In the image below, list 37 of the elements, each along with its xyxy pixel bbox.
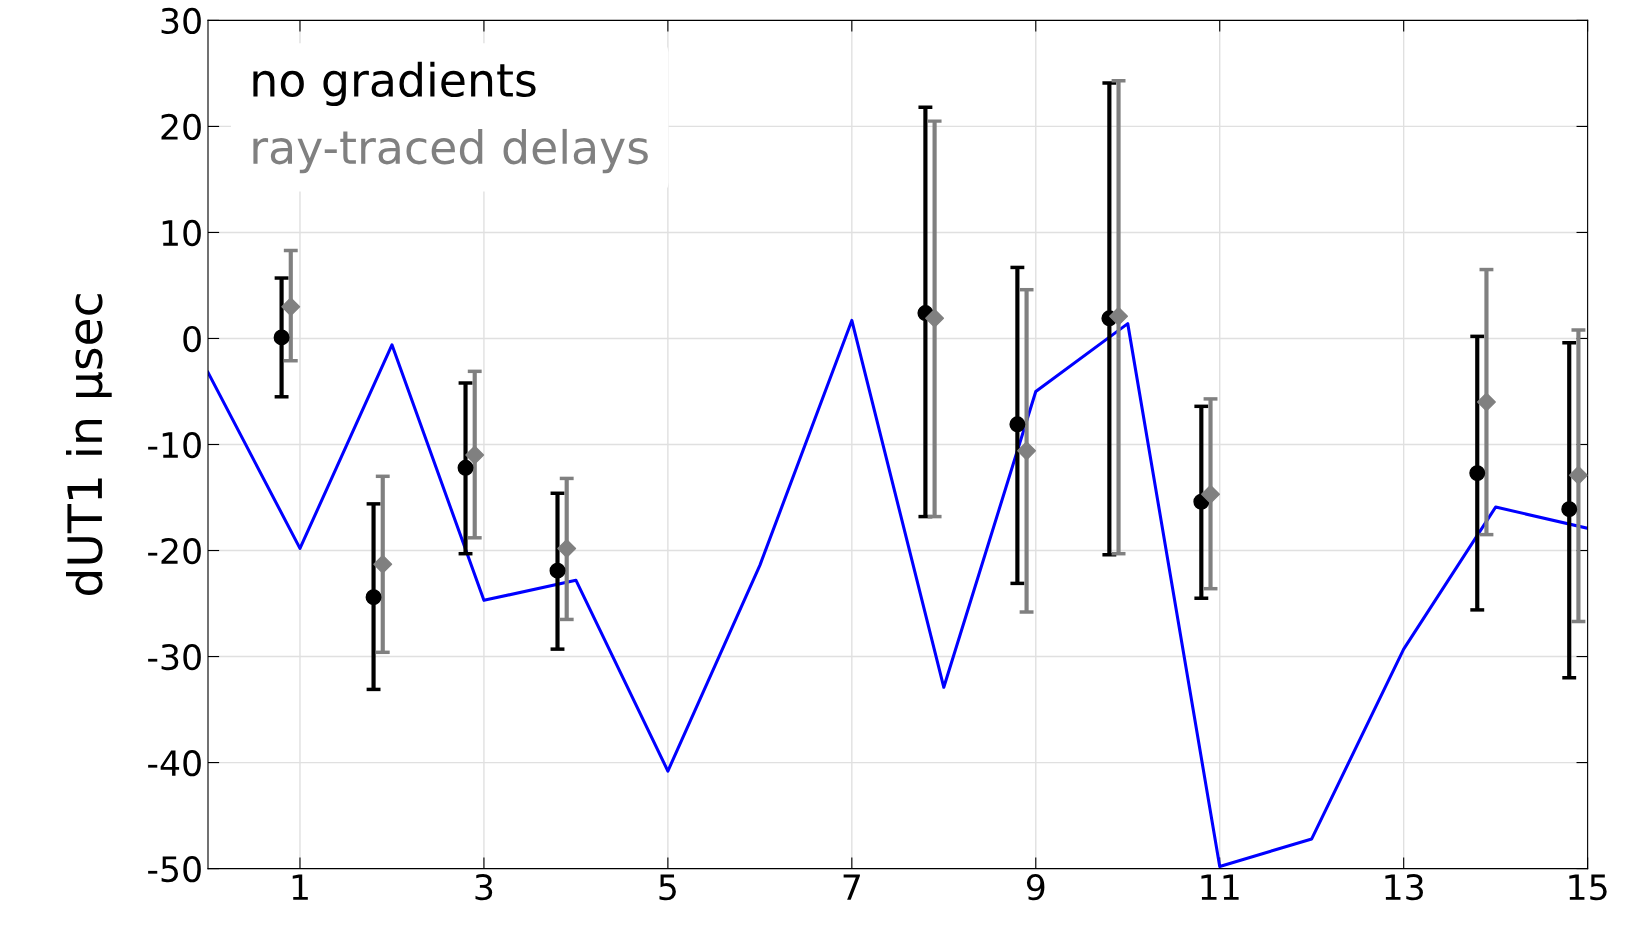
y-tick-label: -40: [148, 749, 201, 777]
point: [465, 445, 485, 465]
x-tick-label: 1: [292, 874, 308, 900]
x-tick-label: 13: [1385, 874, 1423, 901]
legend-label: no gradients: [253, 61, 536, 106]
y-tick-label: -30: [148, 643, 201, 671]
y-tick-label: -10: [148, 431, 201, 459]
x-tick-label: 11: [1201, 874, 1239, 900]
y-tick-label: 10: [162, 219, 201, 247]
x-tick-label: 15: [1569, 874, 1607, 901]
y-tick-label: 20: [161, 113, 201, 141]
point: [1201, 484, 1221, 504]
y-tick-label: -50: [148, 856, 201, 883]
point: [365, 589, 382, 606]
point: [273, 329, 290, 346]
point: [457, 459, 474, 476]
point: [1017, 441, 1037, 461]
y-tick-label: -20: [148, 537, 201, 565]
point: [1109, 306, 1129, 326]
y-tick-label: 0: [183, 325, 201, 353]
point: [1009, 416, 1026, 433]
point: [1469, 465, 1486, 482]
y-axis-title: dUT1 in μsec: [66, 294, 112, 595]
point: [557, 538, 577, 558]
x-tick-label: 9: [1026, 874, 1045, 901]
text: ray-traced delays: [253, 128, 648, 174]
point: [1568, 465, 1588, 485]
point: [373, 554, 393, 574]
x-tick-label: 7: [843, 874, 860, 900]
x-tick-label: 5: [659, 874, 676, 901]
point: [1561, 501, 1578, 518]
point: [925, 308, 945, 328]
y-tick-label: 30: [161, 7, 201, 35]
point: [281, 297, 301, 317]
point: [549, 562, 566, 579]
point: [1476, 392, 1496, 412]
x-tick-label: 3: [475, 874, 493, 901]
